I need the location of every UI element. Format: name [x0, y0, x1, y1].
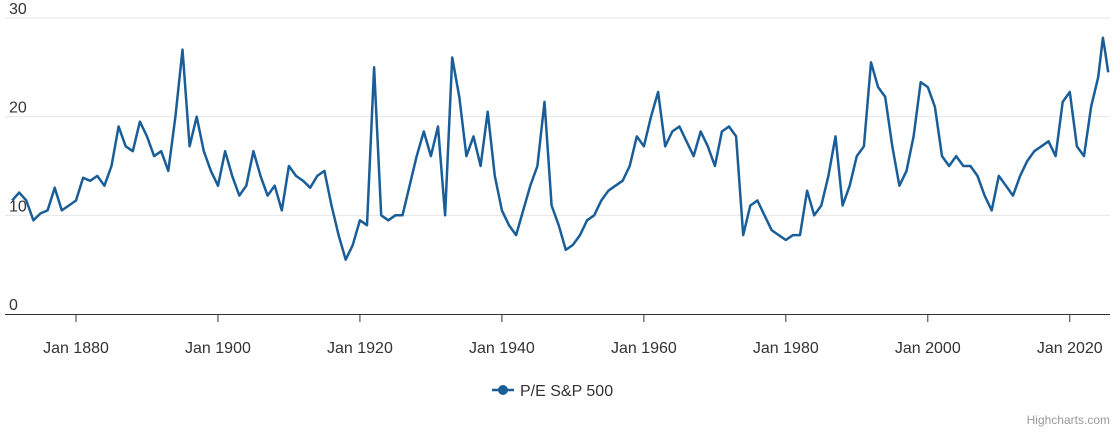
legend-item[interactable]: P/E S&P 500	[520, 383, 613, 400]
y-tick-label: 0	[9, 297, 18, 314]
legend-symbol	[498, 385, 508, 395]
y-tick-label: 20	[9, 100, 27, 117]
y-tick-label: 10	[9, 198, 27, 215]
x-tick-label: Jan 2000	[895, 340, 961, 357]
y-tick-label: 30	[9, 1, 27, 18]
series-line	[11, 36, 1110, 261]
x-tick-label: Jan 1920	[327, 340, 393, 357]
credits[interactable]: Highcharts.com	[1027, 413, 1110, 427]
x-tick-label: Jan 1900	[185, 340, 251, 357]
x-tick-label: Jan 1940	[469, 340, 535, 357]
x-tick-label: Jan 2020	[1037, 340, 1103, 357]
x-tick-label: Jan 1980	[753, 340, 819, 357]
x-tick-label: Jan 1960	[611, 340, 677, 357]
x-tick-label: Jan 1880	[43, 340, 109, 357]
